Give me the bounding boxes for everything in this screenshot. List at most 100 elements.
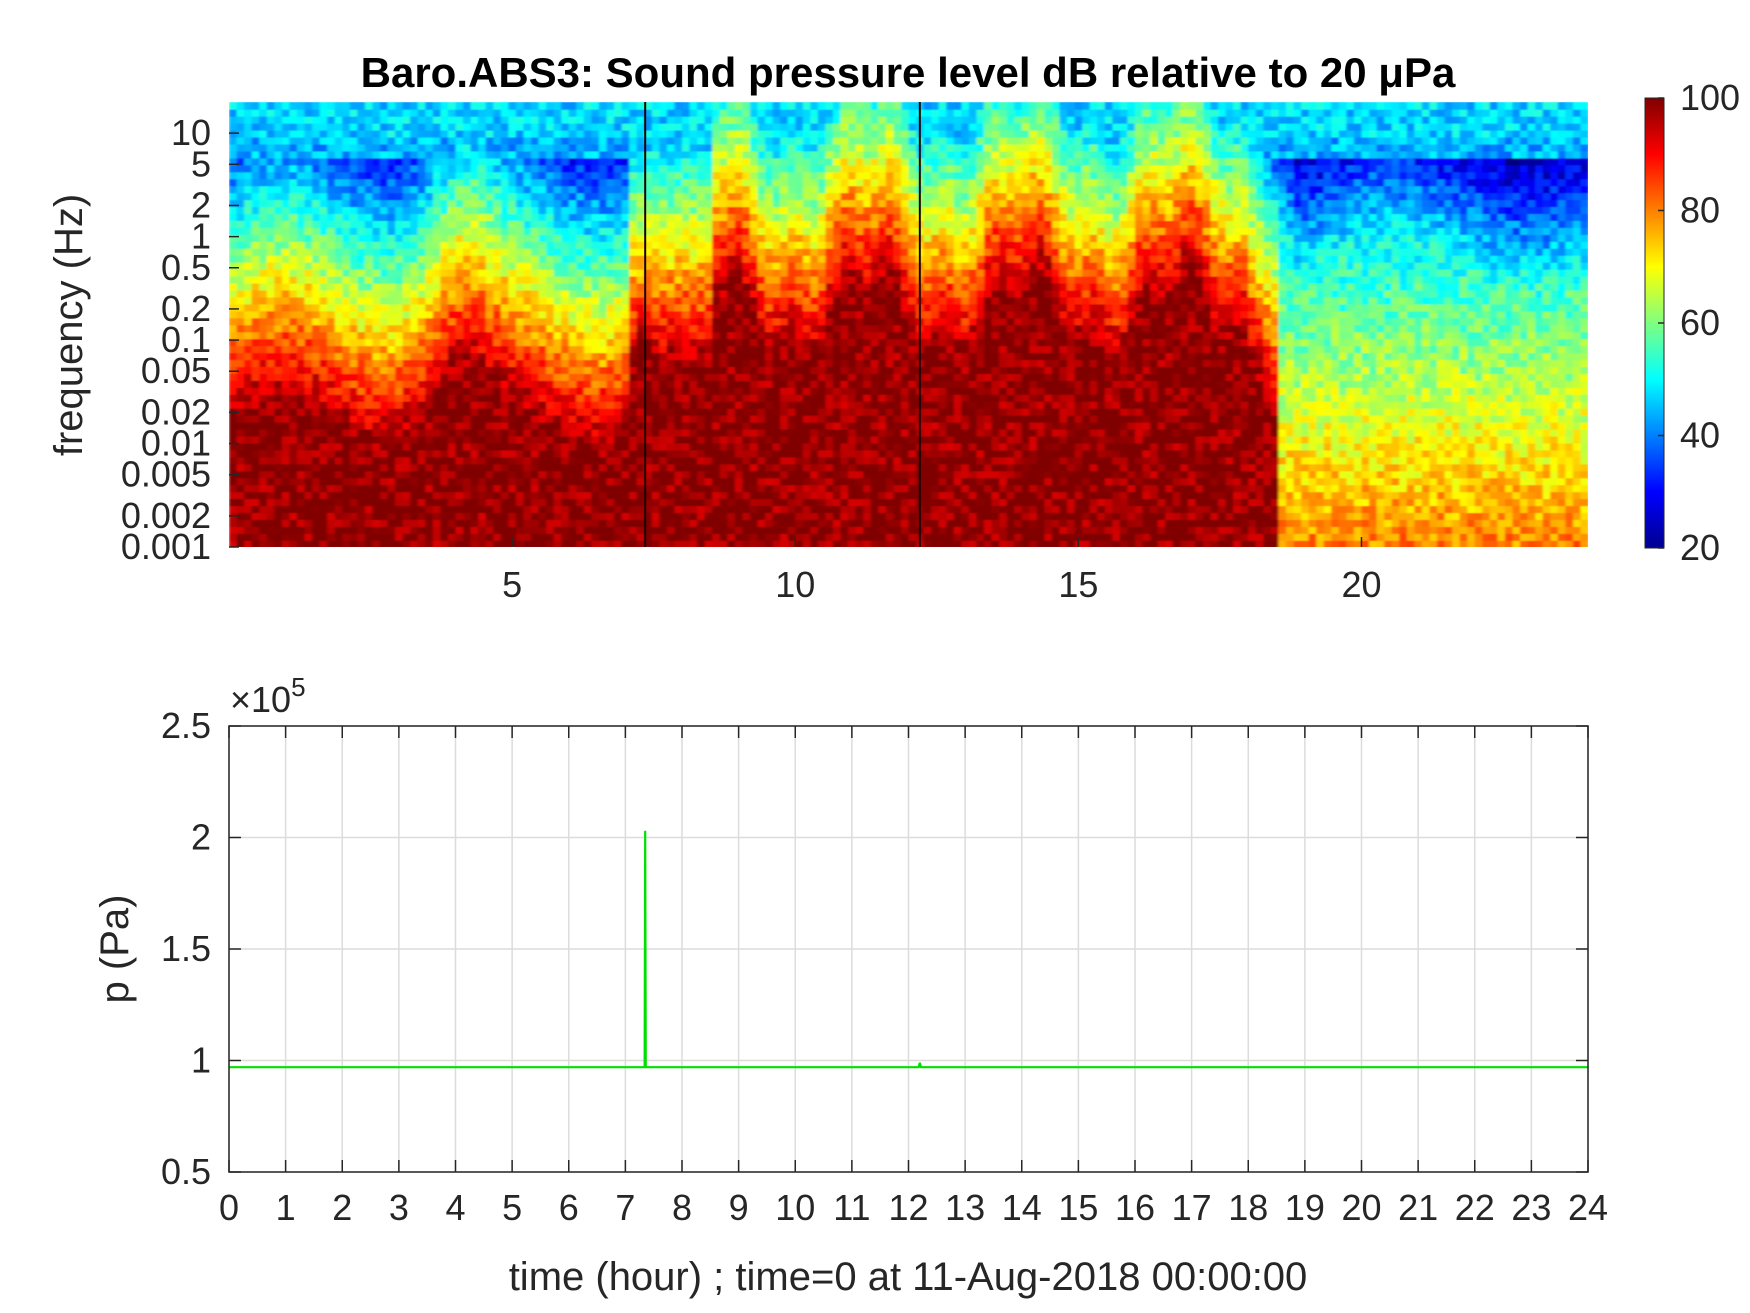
- heatmap-cell: [689, 143, 698, 152]
- heatmap-cell: [259, 394, 268, 402]
- heatmap-cell: [236, 519, 245, 527]
- heatmap-cell: [636, 540, 646, 547]
- heatmap-cell: [598, 359, 608, 368]
- heatmap-cell: [515, 171, 525, 180]
- heatmap-cell: [682, 338, 691, 347]
- heatmap-cell: [787, 505, 797, 514]
- heatmap-cell: [621, 310, 630, 319]
- heatmap-cell: [583, 324, 593, 333]
- heatmap-cell: [425, 519, 434, 527]
- heatmap-cell: [765, 178, 774, 187]
- heatmap-cell: [742, 227, 751, 235]
- heatmap-cell: [651, 289, 661, 298]
- heatmap-cell: [644, 129, 653, 138]
- heatmap-cell: [372, 248, 381, 256]
- heatmap-cell: [508, 519, 517, 527]
- heatmap-cell: [244, 268, 253, 277]
- heatmap-cell: [357, 220, 366, 228]
- heatmap-cell: [334, 400, 344, 409]
- heatmap-cell: [327, 275, 336, 284]
- heatmap-cell: [546, 296, 555, 305]
- heatmap-cell: [704, 129, 713, 138]
- heatmap-cell: [244, 394, 253, 402]
- heatmap-cell: [591, 338, 600, 347]
- heatmap-cell: [251, 394, 260, 402]
- heatmap-cell: [244, 122, 253, 131]
- heatmap-cell: [463, 380, 472, 388]
- heatmap-cell: [327, 345, 336, 354]
- heatmap-cell: [493, 394, 502, 402]
- heatmap-cell: [749, 407, 759, 416]
- heatmap-cell: [765, 526, 774, 534]
- heatmap-cell: [372, 199, 381, 208]
- heatmap-cell: [712, 136, 721, 145]
- heatmap-cell: [598, 317, 608, 326]
- heatmap-cell: [583, 122, 593, 131]
- heatmap-cell: [787, 428, 797, 437]
- heatmap-cell: [568, 331, 578, 340]
- heatmap-cell: [772, 143, 781, 152]
- heatmap-cell: [304, 505, 313, 514]
- heatmap-cell: [689, 275, 698, 284]
- heatmap-cell: [583, 115, 593, 124]
- heatmap-cell: [795, 185, 804, 194]
- heatmap-cell: [470, 421, 479, 430]
- heatmap-cell: [546, 352, 555, 361]
- heatmap-cell: [697, 477, 706, 486]
- heatmap-cell: [463, 241, 472, 249]
- heatmap-cell: [591, 394, 600, 402]
- heatmap-cell: [757, 296, 766, 305]
- heatmap-cell: [432, 477, 442, 486]
- heatmap-cell: [682, 352, 691, 361]
- heatmap-cell: [478, 220, 487, 228]
- heatmap-cell: [312, 414, 321, 423]
- heatmap-cell: [289, 359, 298, 368]
- heatmap-cell: [531, 421, 540, 430]
- heatmap-cell: [251, 192, 260, 201]
- heatmap-cell: [568, 400, 578, 409]
- heatmap-cell: [334, 275, 344, 284]
- heatmap-cell: [251, 206, 260, 215]
- heatmap-cell: [402, 206, 411, 215]
- heatmap-cell: [697, 102, 706, 110]
- heatmap-cell: [682, 400, 691, 409]
- heatmap-cell: [795, 234, 804, 242]
- heatmap-cell: [515, 428, 525, 437]
- heatmap-cell: [515, 359, 525, 368]
- heatmap-cell: [712, 241, 721, 249]
- heatmap-cell: [274, 442, 283, 451]
- heatmap-cell: [749, 282, 759, 291]
- heatmap-cell: [568, 303, 578, 312]
- heatmap-cell: [296, 526, 306, 534]
- heatmap-cell: [614, 171, 623, 180]
- heatmap-cell: [666, 442, 676, 451]
- heatmap-cell: [780, 345, 789, 354]
- heatmap-cell: [281, 261, 291, 270]
- heatmap-cell: [712, 491, 721, 500]
- heatmap-cell: [349, 331, 359, 340]
- heatmap-cell: [493, 289, 502, 298]
- heatmap-cell: [614, 533, 623, 541]
- heatmap-cell: [606, 254, 615, 263]
- heatmap-cell: [674, 254, 683, 263]
- heatmap-cell: [629, 324, 638, 333]
- heatmap-cell: [689, 484, 698, 493]
- heatmap-cell: [621, 303, 630, 312]
- heatmap-cell: [327, 289, 336, 298]
- heatmap-cell: [251, 484, 260, 493]
- heatmap-cell: [659, 248, 668, 256]
- heatmap-cell: [697, 157, 706, 166]
- heatmap-cell: [447, 213, 457, 221]
- heatmap-cell: [508, 157, 517, 166]
- heatmap-cell: [493, 421, 502, 430]
- heatmap-cell: [621, 456, 630, 465]
- heatmap-cell: [470, 199, 479, 208]
- heatmap-cell: [682, 470, 691, 479]
- heatmap-cell: [395, 234, 404, 242]
- heatmap-cell: [455, 449, 464, 458]
- heatmap-cell: [704, 108, 713, 117]
- heatmap-cell: [772, 484, 781, 493]
- heatmap-cell: [493, 317, 502, 326]
- heatmap-cell: [342, 373, 351, 381]
- heatmap-cell: [719, 303, 729, 312]
